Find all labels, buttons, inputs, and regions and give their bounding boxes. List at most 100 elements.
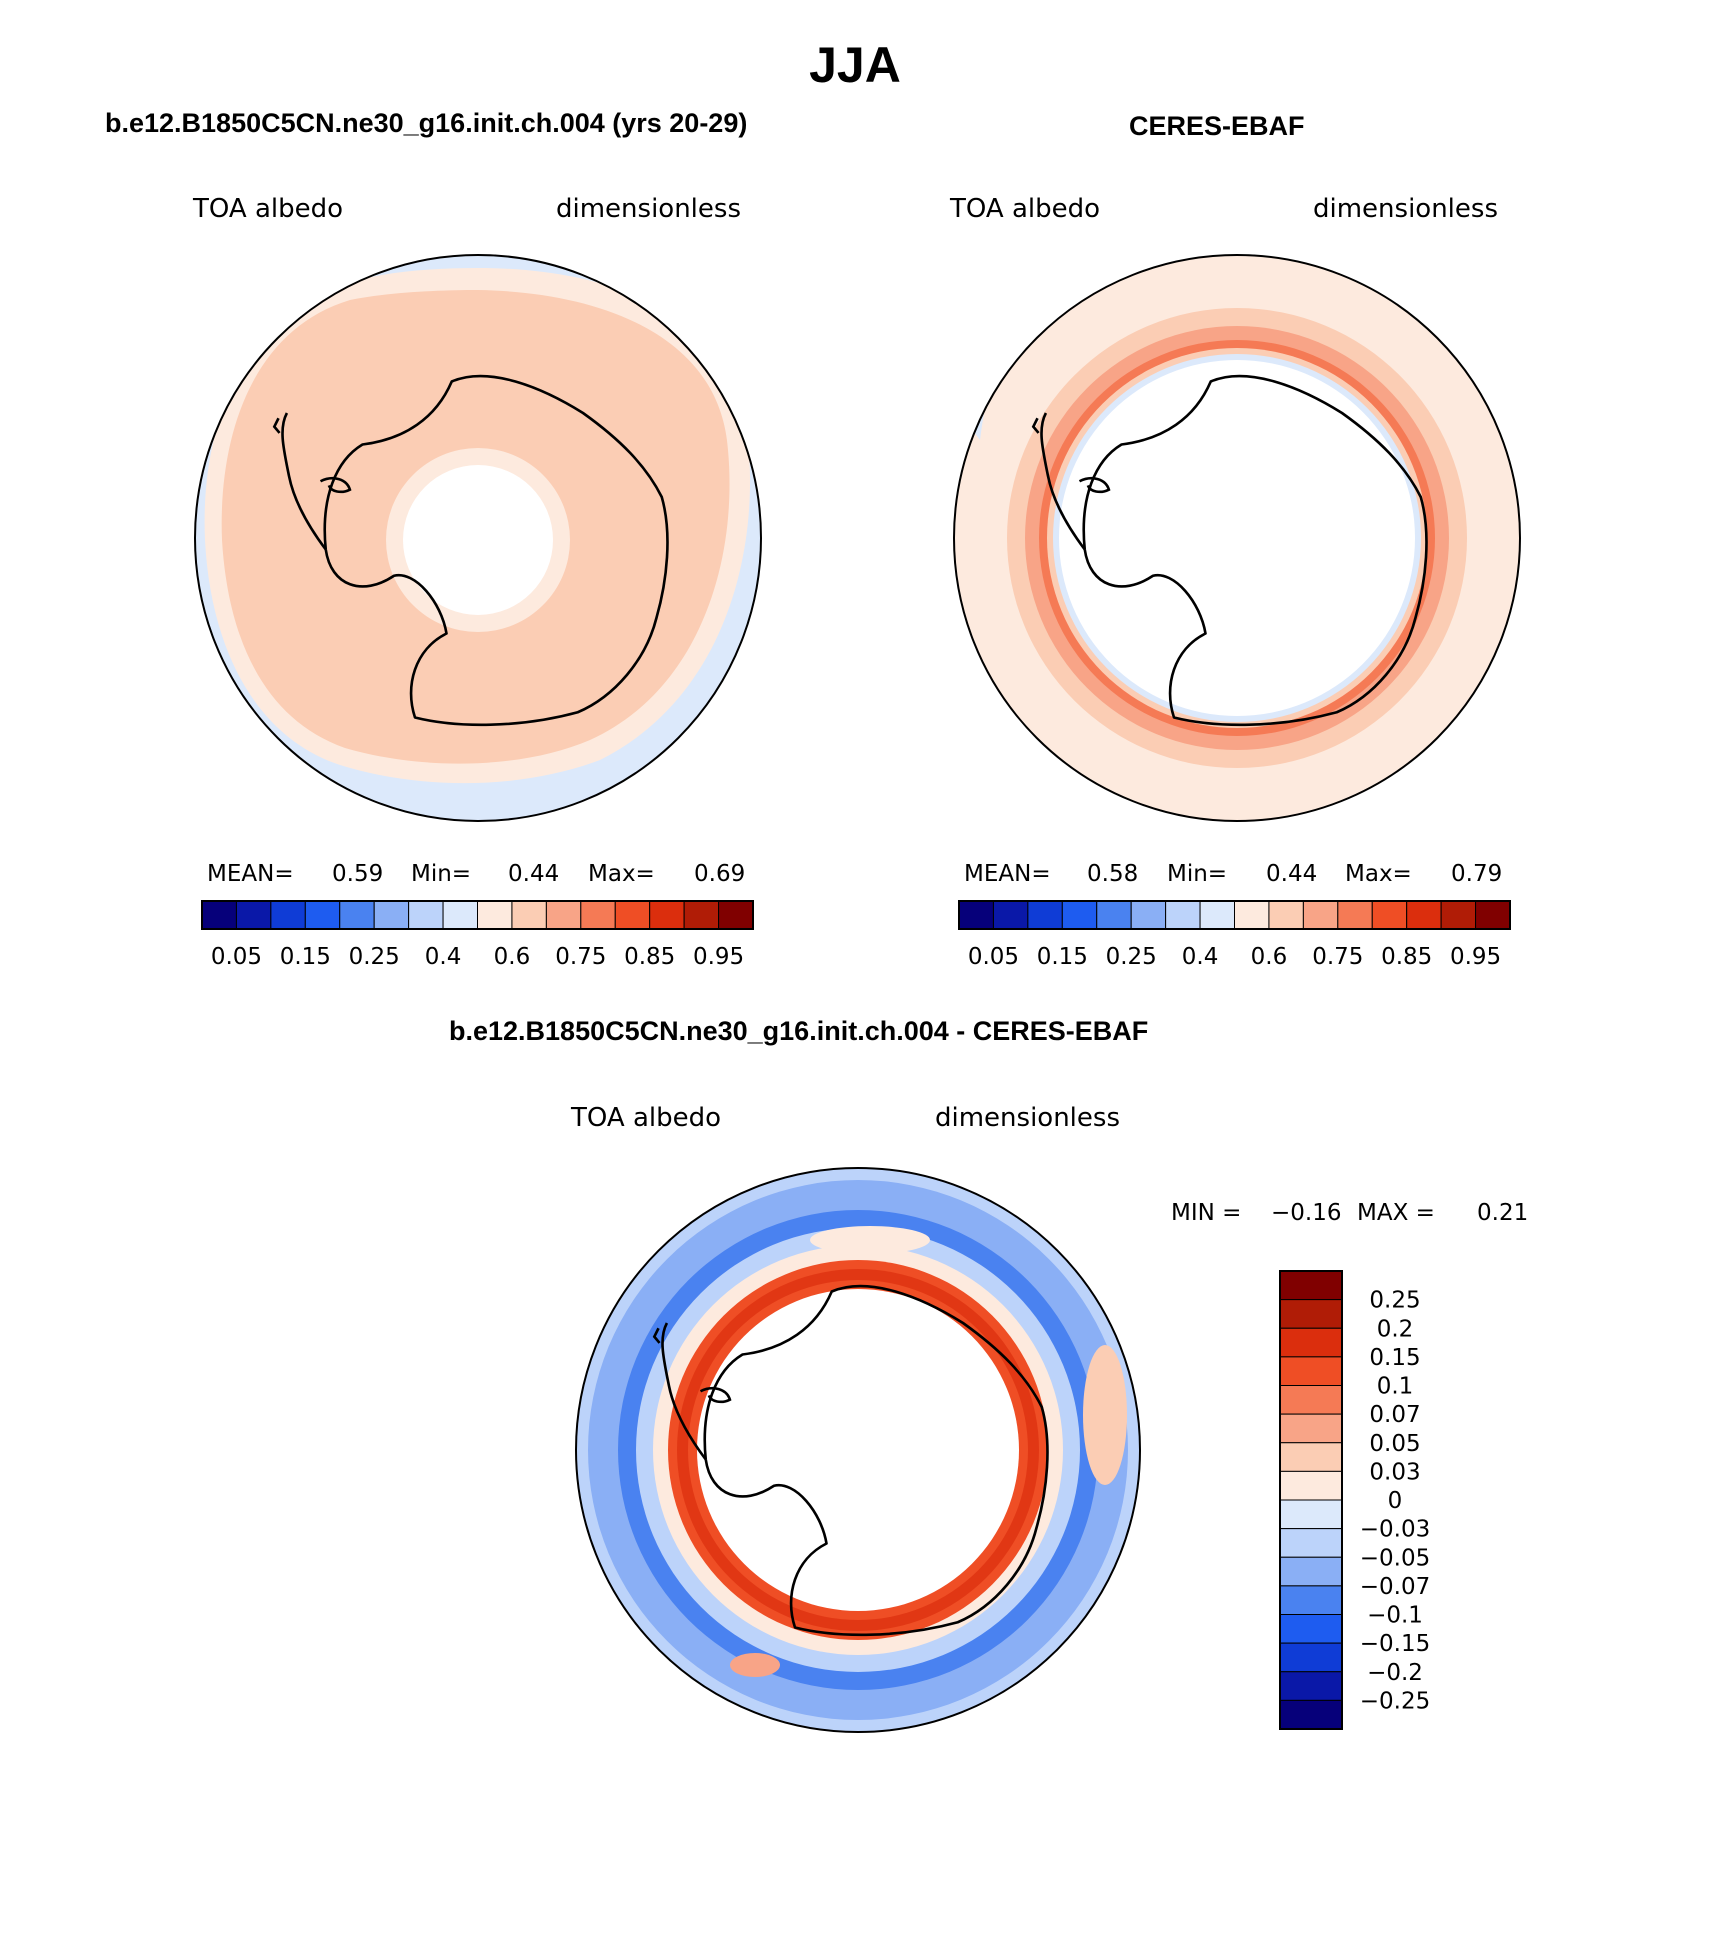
panel-3-colorbar-tick-label: −0.07 bbox=[1360, 1574, 1430, 1600]
figure-title: JJA bbox=[809, 37, 901, 93]
panel-1-colorbar-swatch bbox=[304, 900, 341, 930]
panel-3-colorbar: 0.250.2 0.15 0.10.07 0.050.03 0 −0.03−0.05 −0.… bbox=[1279, 1270, 1430, 1730]
panel-3-colorbar-tick-label: −0.25 bbox=[1360, 1688, 1430, 1714]
panel-2-colorbar-swatch bbox=[1234, 900, 1270, 930]
panel-2-colorbar-swatch bbox=[1371, 900, 1408, 930]
panel-2-colorbar-swatch bbox=[992, 900, 1029, 930]
panel-3-colorbar-tick-label: 0.2 bbox=[1377, 1316, 1414, 1342]
panel-1-min-label: Min= bbox=[411, 861, 472, 887]
panel-3-colorbar-tick-label: 0 bbox=[1388, 1488, 1403, 1514]
panel-2-colorbar-swatch bbox=[1268, 900, 1304, 930]
panel-1-title: b.e12.B1850C5CN.ne30_g16.init.ch.004 (yr… bbox=[105, 108, 748, 138]
panel-2-colorbar-swatch bbox=[1061, 900, 1098, 930]
panel-3-colorbar-tick-label: 0.1 bbox=[1377, 1374, 1414, 1400]
panel-1-colorbar-swatch bbox=[718, 900, 754, 930]
panel-1-colorbar-tick-label: 0.85 bbox=[624, 944, 675, 970]
panel-2-variable-label: TOA albedo bbox=[950, 194, 1101, 224]
panel-1-colorbar-frame bbox=[201, 900, 754, 930]
panel-2-mean-label: MEAN= bbox=[964, 861, 1051, 887]
panel-1-colorbar-tick-label: 0.4 bbox=[425, 944, 462, 970]
panel-2-mean-value: 0.58 bbox=[1087, 861, 1139, 887]
panel-3-colorbar-tick-label: 0.25 bbox=[1369, 1288, 1420, 1314]
panel-1-colorbar-tick-label: 0.75 bbox=[555, 944, 606, 970]
panel-3-colorbar-swatch bbox=[1279, 1642, 1343, 1673]
panel-3-colorbar-swatch bbox=[1279, 1327, 1343, 1358]
panel-2-colorbar-tick-label: 0.95 bbox=[1450, 944, 1501, 970]
panel-3-colorbar-tick-label: 0.03 bbox=[1369, 1459, 1420, 1485]
panel-3-colorbar-swatch bbox=[1279, 1270, 1343, 1301]
panel-1-colorbar-swatch bbox=[201, 900, 237, 930]
panel-3-colorbar-swatch bbox=[1279, 1413, 1343, 1444]
panel-2-colorbar-tick-label: 0.4 bbox=[1182, 944, 1219, 970]
panel-1-colorbar-swatch bbox=[580, 900, 616, 930]
panel-1-map-border bbox=[194, 254, 762, 822]
panel-1-colorbar-swatch bbox=[235, 900, 272, 930]
panel-3-colorbar-tick-label: −0.2 bbox=[1367, 1660, 1423, 1686]
panel-2-colorbar-tick-label: 0.05 bbox=[968, 944, 1019, 970]
panel-3-min-label: MIN = bbox=[1171, 1200, 1242, 1226]
panel-1-colorbar-swatch bbox=[477, 900, 513, 930]
panel-2-colorbar-swatch bbox=[1165, 900, 1201, 930]
panel-2-colorbar-swatch bbox=[1302, 900, 1339, 930]
panel-3-max-label: MAX = bbox=[1357, 1200, 1435, 1226]
panel-1-variable-label: TOA albedo bbox=[193, 194, 344, 224]
panel-2-colorbar-swatch bbox=[1096, 900, 1132, 930]
panel-1-max-label: Max= bbox=[588, 861, 655, 887]
panel-2-colorbar-swatch bbox=[1337, 900, 1373, 930]
panel-3-colorbar-swatch bbox=[1279, 1528, 1343, 1558]
panel-3-map-border bbox=[575, 1167, 1141, 1733]
panel-3-colorbar-tick-label: −0.05 bbox=[1360, 1545, 1430, 1571]
panel-3-max-value: 0.21 bbox=[1477, 1200, 1529, 1226]
panel-3-map bbox=[576, 1168, 1140, 1732]
panel-2-colorbar-swatch bbox=[958, 900, 994, 930]
panel-2-min-value: 0.44 bbox=[1266, 861, 1318, 887]
panel-2-colorbar-swatch bbox=[1130, 900, 1167, 930]
panel-3-colorbar-swatch bbox=[1279, 1356, 1343, 1386]
panel-2-colorbar-swatch bbox=[1475, 900, 1511, 930]
panel-1-colorbar-swatch bbox=[511, 900, 547, 930]
panel-2-colorbar: 0.05 0.15 0.25 0.4 0.6 0.75 0.85 0.95 bbox=[958, 900, 1511, 970]
panel-2-colorbar-swatch bbox=[1440, 900, 1477, 930]
panel-2-max-value: 0.79 bbox=[1451, 861, 1503, 887]
panel-2-colorbar-tick-label: 0.15 bbox=[1037, 944, 1088, 970]
panel-2-colorbar-swatch bbox=[1199, 900, 1235, 930]
panel-2-units-label: dimensionless bbox=[1313, 194, 1498, 224]
panel-3-colorbar-frame bbox=[1279, 1270, 1343, 1730]
panel-2-max-label: Max= bbox=[1345, 861, 1412, 887]
panel-3-colorbar-swatch bbox=[1279, 1585, 1343, 1615]
panel-3-colorbar-swatch bbox=[1279, 1299, 1343, 1329]
panel-3-colorbar-tick-label: 0.15 bbox=[1369, 1345, 1420, 1371]
panel-3-colorbar-swatch bbox=[1279, 1470, 1343, 1501]
panel-3-colorbar-swatch bbox=[1279, 1556, 1343, 1587]
panel-1-colorbar-tick-label: 0.95 bbox=[693, 944, 744, 970]
panel-2-colorbar-tick-label: 0.85 bbox=[1381, 944, 1432, 970]
panel-2-title: CERES-EBAF bbox=[1129, 111, 1305, 141]
panel-3-colorbar-tick-label: 0.05 bbox=[1369, 1431, 1420, 1457]
panel-3-colorbar-tick-label: −0.03 bbox=[1360, 1517, 1430, 1543]
panel-2-map bbox=[954, 255, 1520, 821]
panel-1-colorbar-swatch bbox=[373, 900, 410, 930]
panel-1-colorbar-swatch bbox=[545, 900, 582, 930]
panel-1-colorbar: 0.05 0.15 0.25 0.4 0.6 0.75 0.85 0.95 bbox=[201, 900, 754, 970]
panel-1-colorbar-swatch bbox=[442, 900, 478, 930]
panel-1-colorbar-tick-label: 0.25 bbox=[349, 944, 400, 970]
panel-1-colorbar-swatch bbox=[614, 900, 651, 930]
panel-1-mean-label: MEAN= bbox=[207, 861, 294, 887]
panel-3-colorbar-swatch bbox=[1279, 1499, 1343, 1530]
panel-2-colorbar-swatch bbox=[1027, 900, 1063, 930]
panel-3-min-value: −0.16 bbox=[1271, 1200, 1342, 1226]
panel-3-colorbar-tick-label: 0.07 bbox=[1369, 1402, 1420, 1428]
panel-2-colorbar-swatch bbox=[1406, 900, 1442, 930]
panel-2-colorbar-frame bbox=[958, 900, 1511, 930]
panel-1-mean-value: 0.59 bbox=[332, 861, 384, 887]
panel-1-map bbox=[195, 255, 761, 821]
panel-2-map-border bbox=[953, 254, 1521, 822]
panel-2-colorbar-tick-label: 0.6 bbox=[1251, 944, 1288, 970]
panel-1-colorbar-tick-label: 0.15 bbox=[280, 944, 331, 970]
panel-1-colorbar-swatch bbox=[649, 900, 685, 930]
panel-1-colorbar-swatch bbox=[683, 900, 720, 930]
panel-3-colorbar-swatch bbox=[1279, 1385, 1343, 1415]
panel-3-colorbar-swatch bbox=[1279, 1671, 1343, 1701]
panel-3-title: b.e12.B1850C5CN.ne30_g16.init.ch.004 - C… bbox=[449, 1016, 1149, 1046]
